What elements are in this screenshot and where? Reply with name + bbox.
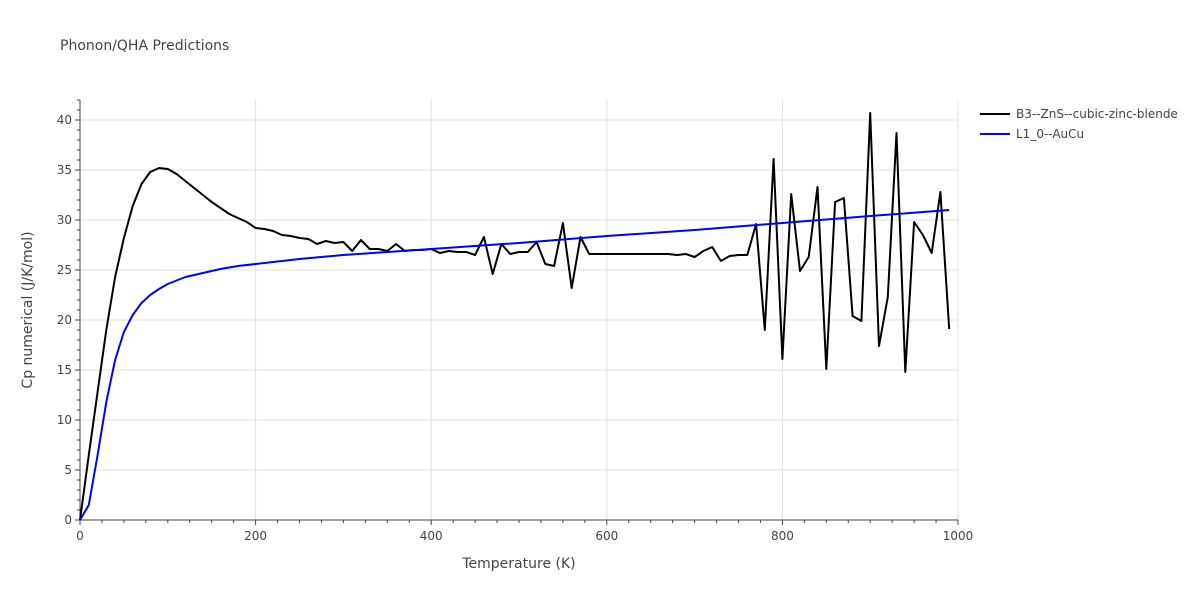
x-tick-label: 200 — [244, 529, 267, 543]
legend[interactable]: B3--ZnS--cubic-zinc-blende L1_0--AuCu — [980, 107, 1178, 141]
series-line-1 — [79, 112, 951, 521]
series-layer — [79, 112, 951, 521]
y-tick-label: 35 — [57, 163, 72, 177]
axes: 0 200 400 600 800 1000 0 5 10 15 20 25 30 35 40 — [57, 99, 974, 543]
x-tick-label: 1000 — [943, 529, 974, 543]
x-axis-title: Temperature (K) — [461, 556, 575, 572]
y-tick-label: 5 — [64, 463, 72, 477]
y-tick-label: 40 — [57, 113, 72, 127]
chart-title: Phonon/QHA Predictions — [60, 38, 229, 54]
legend-label: L1_0--AuCu — [1016, 127, 1084, 141]
x-tick-label: 0 — [76, 529, 84, 543]
grid — [80, 100, 959, 520]
legend-item-2[interactable]: L1_0--AuCu — [980, 127, 1084, 141]
y-axis-title: Cp numerical (J/K/mol) — [20, 231, 36, 388]
x-tick-label: 400 — [420, 529, 443, 543]
y-tick-label: 10 — [57, 413, 72, 427]
y-tick-label: 30 — [57, 213, 72, 227]
legend-item-1[interactable]: B3--ZnS--cubic-zinc-blende — [980, 107, 1178, 121]
y-tick-label: 20 — [57, 313, 72, 327]
series-line-2 — [79, 209, 950, 521]
x-tick-label: 800 — [771, 529, 794, 543]
y-tick-label: 25 — [57, 263, 72, 277]
legend-label: B3--ZnS--cubic-zinc-blende — [1016, 107, 1178, 121]
x-tick-label: 600 — [595, 529, 618, 543]
y-tick-label: 0 — [64, 513, 72, 527]
y-tick-label: 15 — [57, 363, 72, 377]
